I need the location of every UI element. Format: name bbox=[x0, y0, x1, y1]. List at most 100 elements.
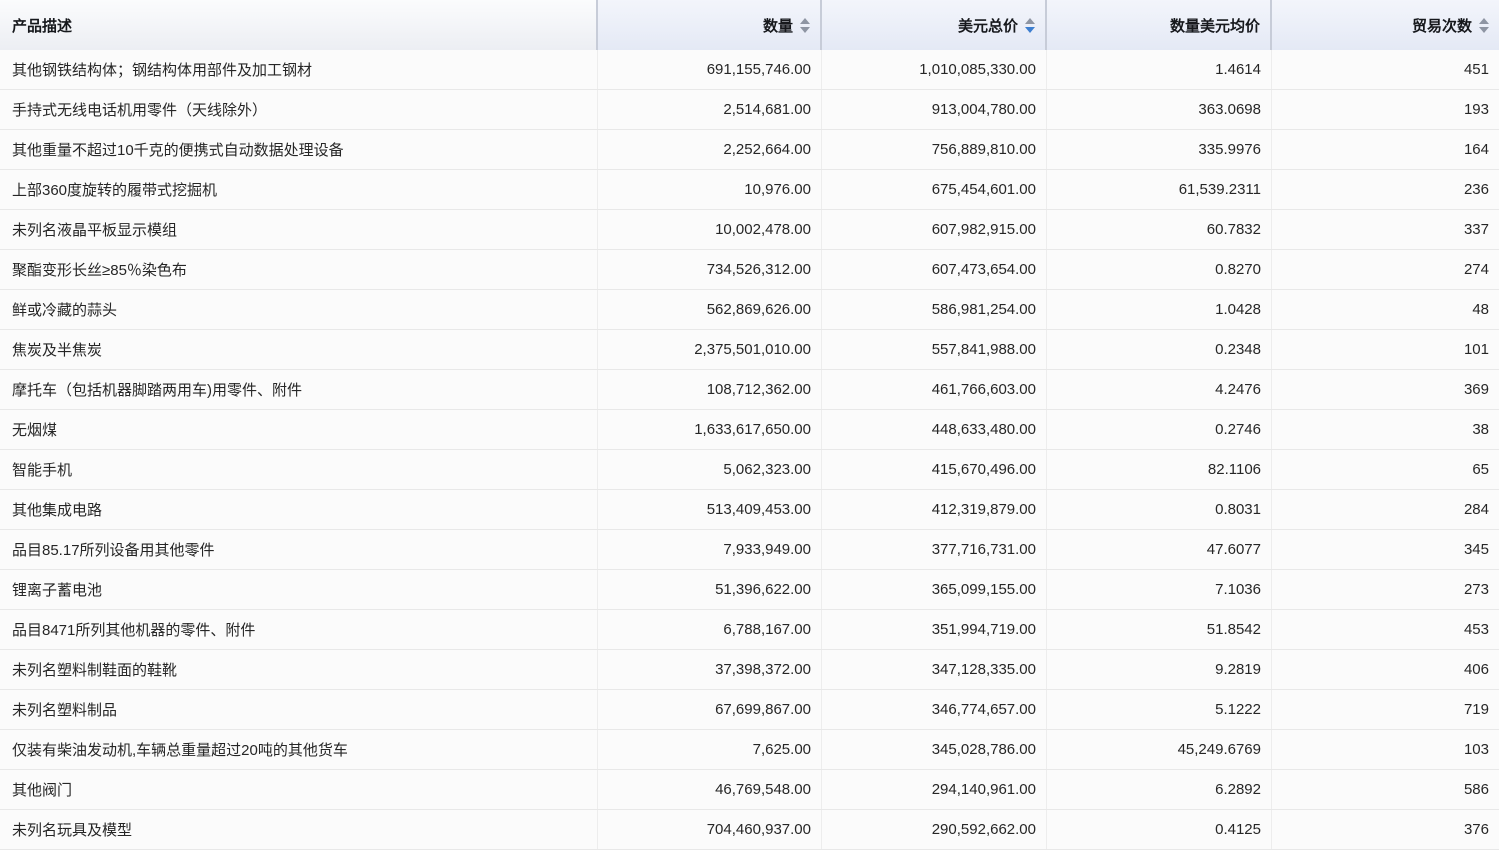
quantity-cell: 6,788,167.00 bbox=[598, 610, 822, 649]
avg-unit-price-cell: 4.2476 bbox=[1047, 370, 1272, 409]
usd-total-cell: 345,028,786.00 bbox=[822, 730, 1047, 769]
product-description-cell: 品目85.17所列设备用其他零件 bbox=[0, 530, 598, 569]
product-description-cell: 智能手机 bbox=[0, 450, 598, 489]
quantity-cell: 108,712,362.00 bbox=[598, 370, 822, 409]
trade-count-cell: 345 bbox=[1463, 541, 1489, 558]
avg-unit-price-cell: 7.1036 bbox=[1047, 570, 1272, 609]
header-label: 数量美元均价 bbox=[1169, 17, 1260, 35]
quantity-cell: 2,252,664.00 bbox=[598, 130, 822, 169]
quantity-cell: 513,409,453.00 bbox=[598, 490, 822, 529]
table-row: 手持式无线电话机用零件（天线除外） 2,514,681.00 913,004,780… bbox=[0, 90, 1499, 130]
avg-unit-price-cell: 51.8542 bbox=[1047, 610, 1272, 649]
table-row: 其他重量不超过10千克的便携式自动数据处理设备 2,252,664.00 756,8… bbox=[0, 130, 1499, 170]
trade-count-cell: 38 bbox=[1472, 421, 1489, 438]
product-description-cell: 品目8471所列其他机器的零件、附件 bbox=[0, 610, 598, 649]
product-description-cell: 上部360度旋转的履带式挖掘机 bbox=[0, 170, 598, 209]
product-description-cell: 其他重量不超过10千克的便携式自动数据处理设备 bbox=[0, 130, 598, 169]
trade-count-cell: 48 bbox=[1472, 301, 1489, 318]
trade-count-cell: 193 bbox=[1463, 101, 1489, 118]
trade-count-cell: 376 bbox=[1463, 821, 1489, 838]
avg-unit-price-cell: 61,539.2311 bbox=[1047, 170, 1272, 209]
avg-unit-price-cell: 45,249.6769 bbox=[1047, 730, 1272, 769]
avg-unit-price-cell: 9.2819 bbox=[1047, 650, 1272, 689]
product-description-cell: 鲜或冷藏的蒜头 bbox=[0, 290, 598, 329]
product-description-cell: 无烟煤 bbox=[0, 410, 598, 449]
quantity-cell: 67,699,867.00 bbox=[598, 690, 822, 729]
usd-total-cell: 913,004,780.00 bbox=[822, 90, 1047, 129]
usd-total-cell: 607,982,915.00 bbox=[822, 210, 1047, 249]
table-row: 焦炭及半焦炭 2,375,501,010.00 557,841,988.00 0.23… bbox=[0, 330, 1499, 370]
product-description-cell: 锂离子蓄电池 bbox=[0, 570, 598, 609]
avg-unit-price-cell: 0.8270 bbox=[1047, 250, 1272, 289]
quantity-cell: 37,398,372.00 bbox=[598, 650, 822, 689]
product-description-cell: 摩托车（包括机器脚踏两用车)用零件、附件 bbox=[0, 370, 598, 409]
quantity-cell: 704,460,937.00 bbox=[598, 810, 822, 849]
trade-count-cell: 453 bbox=[1463, 621, 1489, 638]
header-quantity[interactable]: 数量 bbox=[598, 0, 822, 50]
header-label: 数量 bbox=[762, 17, 793, 35]
usd-total-cell: 586,981,254.00 bbox=[822, 290, 1047, 329]
table-row: 无烟煤 1,633,617,650.00 448,633,480.00 0.2746 3… bbox=[0, 410, 1499, 450]
usd-total-cell: 675,454,601.00 bbox=[822, 170, 1047, 209]
usd-total-cell: 557,841,988.00 bbox=[822, 330, 1047, 369]
header-usd-total[interactable]: 美元总价 bbox=[822, 0, 1047, 50]
table-row: 未列名塑料制鞋面的鞋靴 37,398,372.00 347,128,335.00 9.… bbox=[0, 650, 1499, 690]
table-row: 摩托车（包括机器脚踏两用车)用零件、附件 108,712,362.00 461,76… bbox=[0, 370, 1499, 410]
trade-count-cell: 274 bbox=[1463, 261, 1489, 278]
product-description-cell: 其他阀门 bbox=[0, 770, 598, 809]
avg-unit-price-cell: 0.2746 bbox=[1047, 410, 1272, 449]
product-description-cell: 未列名塑料制品 bbox=[0, 690, 598, 729]
sort-arrows-icon bbox=[1025, 17, 1035, 33]
avg-unit-price-cell: 60.7832 bbox=[1047, 210, 1272, 249]
usd-total-cell: 347,128,335.00 bbox=[822, 650, 1047, 689]
trade-count-cell: 236 bbox=[1463, 181, 1489, 198]
table-row: 仅装有柴油发动机,车辆总重量超过20吨的其他货车 7,625.00 345,028,… bbox=[0, 730, 1499, 770]
quantity-cell: 46,769,548.00 bbox=[598, 770, 822, 809]
header-avg-unit-price: 数量美元均价 bbox=[1047, 0, 1272, 50]
usd-total-cell: 294,140,961.00 bbox=[822, 770, 1047, 809]
table-row: 上部360度旋转的履带式挖掘机 10,976.00 675,454,601.00 61… bbox=[0, 170, 1499, 210]
usd-total-cell: 415,670,496.00 bbox=[822, 450, 1047, 489]
avg-unit-price-cell: 0.8031 bbox=[1047, 490, 1272, 529]
avg-unit-price-cell: 0.2348 bbox=[1047, 330, 1272, 369]
avg-unit-price-cell: 335.9976 bbox=[1047, 130, 1272, 169]
usd-total-cell: 448,633,480.00 bbox=[822, 410, 1047, 449]
quantity-cell: 562,869,626.00 bbox=[598, 290, 822, 329]
avg-unit-price-cell: 5.1222 bbox=[1047, 690, 1272, 729]
trade-count-cell: 369 bbox=[1463, 381, 1489, 398]
sort-arrows-icon bbox=[1479, 17, 1489, 33]
table-row: 未列名玩具及模型 704,460,937.00 290,592,662.00 0.41… bbox=[0, 810, 1499, 850]
trade-count-cell: 273 bbox=[1463, 581, 1489, 598]
header-label: 贸易次数 bbox=[1411, 17, 1472, 35]
quantity-cell: 734,526,312.00 bbox=[598, 250, 822, 289]
header-label: 产品描述 bbox=[12, 17, 73, 35]
product-description-cell: 其他集成电路 bbox=[0, 490, 598, 529]
product-description-cell: 仅装有柴油发动机,车辆总重量超过20吨的其他货车 bbox=[0, 730, 598, 769]
trade-count-cell: 65 bbox=[1472, 461, 1489, 478]
trade-count-cell: 101 bbox=[1463, 341, 1489, 358]
header-trade-count[interactable]: 贸易次数 bbox=[1272, 0, 1499, 50]
product-description-cell: 聚酯变形长丝≥85％染色布 bbox=[0, 250, 598, 289]
quantity-cell: 10,002,478.00 bbox=[598, 210, 822, 249]
trade-count-cell: 284 bbox=[1463, 501, 1489, 518]
trade-count-cell: 451 bbox=[1463, 61, 1489, 78]
quantity-cell: 7,625.00 bbox=[598, 730, 822, 769]
table-row: 其他阀门 46,769,548.00 294,140,961.00 6.2892 586 bbox=[0, 770, 1499, 810]
trade-count-cell: 164 bbox=[1463, 141, 1489, 158]
product-description-cell: 焦炭及半焦炭 bbox=[0, 330, 598, 369]
avg-unit-price-cell: 0.4125 bbox=[1047, 810, 1272, 849]
avg-unit-price-cell: 6.2892 bbox=[1047, 770, 1272, 809]
avg-unit-price-cell: 1.4614 bbox=[1047, 50, 1272, 89]
avg-unit-price-cell: 82.1106 bbox=[1047, 450, 1272, 489]
usd-total-cell: 461,766,603.00 bbox=[822, 370, 1047, 409]
trade-count-cell: 337 bbox=[1463, 221, 1489, 238]
table-row: 其他钢铁结构体；钢结构体用部件及加工钢材 691,155,746.00 1,010,… bbox=[0, 50, 1499, 90]
avg-unit-price-cell: 363.0698 bbox=[1047, 90, 1272, 129]
trade-count-cell: 103 bbox=[1463, 741, 1489, 758]
quantity-cell: 51,396,622.00 bbox=[598, 570, 822, 609]
table-body: 其他钢铁结构体；钢结构体用部件及加工钢材 691,155,746.00 1,010,… bbox=[0, 50, 1499, 850]
usd-total-cell: 351,994,719.00 bbox=[822, 610, 1047, 649]
quantity-cell: 5,062,323.00 bbox=[598, 450, 822, 489]
usd-total-cell: 756,889,810.00 bbox=[822, 130, 1047, 169]
